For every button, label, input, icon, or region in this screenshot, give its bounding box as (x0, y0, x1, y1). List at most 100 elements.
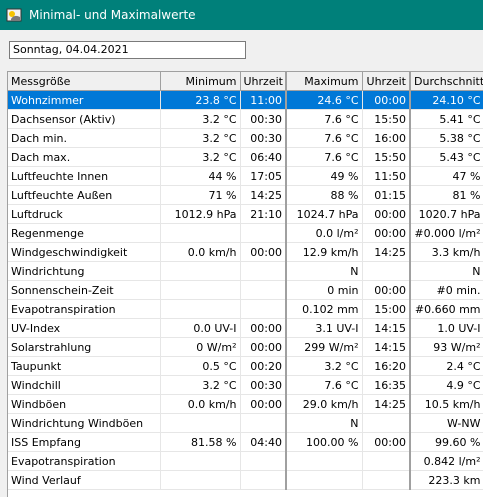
column-header-max-time[interactable]: Uhrzeit (362, 72, 411, 91)
cell-maximum: 7.6 °C (285, 375, 363, 395)
column-header-average[interactable]: Durchschnitt (409, 72, 483, 91)
table-row[interactable]: Windgeschwindigkeit 0.0 km/h 00:00 12.9 km/… (8, 242, 483, 262)
cell-min-time: 00:20 (240, 356, 287, 376)
table-row[interactable]: Dachsensor (Aktiv) 3.2 °C 00:30 7.6 °C 15:50… (8, 109, 483, 129)
cell-maximum: 49 % (285, 166, 363, 186)
table-row[interactable]: Luftfeuchte Innen 44 % 17:05 49 % 11:50 47 % (8, 166, 483, 186)
table-row[interactable]: Solarstrahlung 0 W/m² 00:00 299 W/m² 14:15 93… (8, 337, 483, 357)
cell-parameter: Dach max. (8, 147, 161, 167)
cell-min-time: 00:30 (240, 109, 287, 129)
column-header-minimum[interactable]: Minimum (160, 72, 241, 91)
cell-parameter: Windrichtung Windböen (8, 413, 161, 433)
table-row[interactable]: Windrichtung Windböen N W-NW (8, 413, 483, 433)
cell-max-time: 14:15 (362, 337, 411, 357)
cell-minimum: 71 % (160, 185, 241, 205)
table-row[interactable]: Regenmenge 0.0 l/m² 00:00 #0.000 l/m² (8, 223, 483, 243)
cell-average: 5.38 °C (409, 128, 483, 148)
cell-maximum: 3.1 UV-I (285, 318, 363, 338)
cell-average: 81 % (409, 185, 483, 205)
table-row[interactable]: Windrichtung N N (8, 261, 483, 281)
cell-average: 5.41 °C (409, 109, 483, 129)
cell-max-time: 00:00 (362, 204, 411, 224)
cell-max-time (362, 261, 411, 281)
cell-max-time: 15:50 (362, 147, 411, 167)
cell-maximum: 7.6 °C (285, 109, 363, 129)
cell-minimum (160, 223, 241, 243)
cell-min-time: 17:05 (240, 166, 287, 186)
title-bar[interactable]: Minimal- und Maximalwerte (0, 0, 483, 30)
cell-average: W-NW (409, 413, 483, 433)
cell-minimum: 0 W/m² (160, 337, 241, 357)
table-row[interactable]: Taupunkt 0.5 °C 00:20 3.2 °C 16:20 2.4 °C (8, 356, 483, 376)
cell-max-time (362, 451, 411, 471)
cell-maximum: 0.102 mm (285, 299, 363, 319)
table-row[interactable]: Luftdruck 1012.9 hPa 21:10 1024.7 hPa 00:00 1… (8, 204, 483, 224)
cell-minimum: 1012.9 hPa (160, 204, 241, 224)
cell-max-time: 14:25 (362, 242, 411, 262)
window-title: Minimal- und Maximalwerte (29, 8, 196, 22)
cell-average: 3.3 km/h (409, 242, 483, 262)
cell-parameter: Dachsensor (Aktiv) (8, 109, 161, 129)
cell-minimum (160, 413, 241, 433)
table-row[interactable]: Wohnzimmer 23.8 °C 11:00 24.6 °C 00:00 24.10 … (8, 90, 483, 110)
table-row[interactable]: Dach max. 3.2 °C 06:40 7.6 °C 15:50 5.43 °C (8, 147, 483, 167)
table-row[interactable]: Sonnenschein-Zeit 0 min 00:00 #0 min. (8, 280, 483, 300)
cell-max-time (362, 470, 411, 490)
cell-average: N (409, 261, 483, 281)
cell-min-time: 06:40 (240, 147, 287, 167)
cell-average: #0 min. (409, 280, 483, 300)
table-row[interactable]: ISS Empfang 81.58 % 04:40 100.00 % 00:00 99.6… (8, 432, 483, 452)
cell-maximum: 29.0 km/h (285, 394, 363, 414)
date-field[interactable]: Sonntag, 04.04.2021 (9, 41, 246, 59)
cell-average: 2.4 °C (409, 356, 483, 376)
column-header-maximum[interactable]: Maximum (285, 72, 363, 91)
cell-minimum: 0.0 km/h (160, 242, 241, 262)
cell-maximum: 299 W/m² (285, 337, 363, 357)
cell-maximum: 88 % (285, 185, 363, 205)
cell-maximum: N (285, 261, 363, 281)
cell-min-time: 00:00 (240, 318, 287, 338)
cell-maximum: 3.2 °C (285, 356, 363, 376)
table-row[interactable]: Wind Verlauf 223.3 km (8, 470, 483, 490)
cell-maximum (285, 451, 363, 471)
cell-average: 5.43 °C (409, 147, 483, 167)
cell-maximum: 1024.7 hPa (285, 204, 363, 224)
column-header-min-time[interactable]: Uhrzeit (240, 72, 287, 91)
cell-average: 4.9 °C (409, 375, 483, 395)
cell-maximum: 12.9 km/h (285, 242, 363, 262)
table-row[interactable]: Windchill 3.2 °C 00:30 7.6 °C 16:35 4.9 °C (8, 375, 483, 395)
cell-min-time: 00:00 (240, 242, 287, 262)
cell-minimum (160, 280, 241, 300)
cell-max-time: 16:20 (362, 356, 411, 376)
cell-average: 223.3 km (409, 470, 483, 490)
cell-minimum (160, 451, 241, 471)
table-row[interactable]: Evapotranspiration 0.842 l/m² (8, 451, 483, 471)
cell-average: 10.5 km/h (409, 394, 483, 414)
cell-parameter: Sonnenschein-Zeit (8, 280, 161, 300)
cell-max-time: 14:25 (362, 394, 411, 414)
cell-minimum: 23.8 °C (160, 90, 241, 110)
cell-minimum (160, 261, 241, 281)
column-header-parameter[interactable]: Messgröße (8, 72, 161, 91)
cell-min-time: 11:00 (240, 90, 287, 110)
cell-average: 24.10 °C (409, 90, 483, 110)
cell-average: 1.0 UV-I (409, 318, 483, 338)
table-row[interactable]: Windböen 0.0 km/h 00:00 29.0 km/h 14:25 10.5 … (8, 394, 483, 414)
cell-maximum: 0.0 l/m² (285, 223, 363, 243)
cell-parameter: Luftfeuchte Außen (8, 185, 161, 205)
cell-parameter: Windgeschwindigkeit (8, 242, 161, 262)
cell-max-time: 15:50 (362, 109, 411, 129)
values-grid[interactable]: Messgröße Minimum Uhrzeit Maximum Uhrzei… (7, 71, 483, 497)
cell-min-time (240, 223, 287, 243)
table-row[interactable]: Evapotranspiration 0.102 mm 15:00 #0.660 mm (8, 299, 483, 319)
cell-maximum: 7.6 °C (285, 147, 363, 167)
cell-min-time: 00:30 (240, 375, 287, 395)
cell-parameter: UV-Index (8, 318, 161, 338)
table-row[interactable]: Dach min. 3.2 °C 00:30 7.6 °C 16:00 5.38 °C (8, 128, 483, 148)
cell-max-time: 00:00 (362, 90, 411, 110)
table-row[interactable]: UV-Index 0.0 UV-I 00:00 3.1 UV-I 14:15 1.0 UV… (8, 318, 483, 338)
table-row[interactable]: Luftfeuchte Außen 71 % 14:25 88 % 01:15 81 % (8, 185, 483, 205)
values-table: Messgröße Minimum Uhrzeit Maximum Uhrzei… (8, 72, 483, 490)
cell-parameter: ISS Empfang (8, 432, 161, 452)
cell-average: 0.842 l/m² (409, 451, 483, 471)
